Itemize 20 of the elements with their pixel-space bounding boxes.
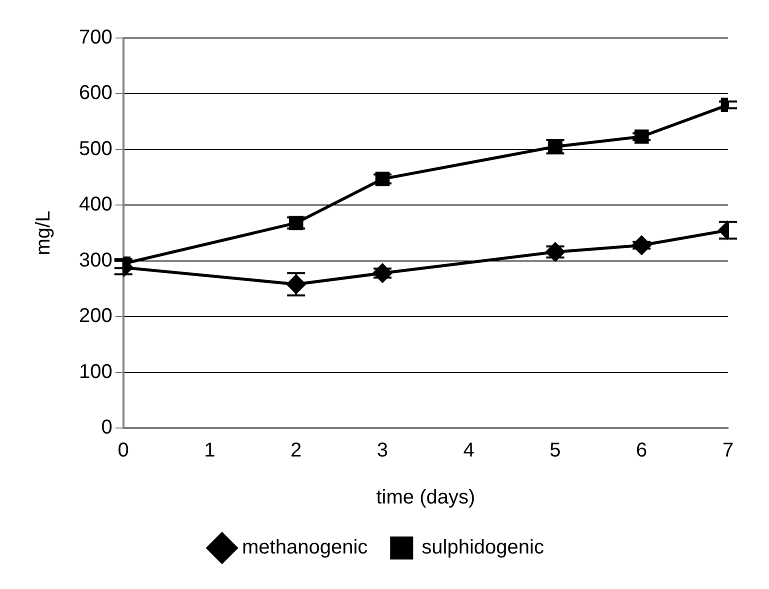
x-tick-label: 1: [204, 440, 216, 462]
x-tick-label: 3: [376, 440, 388, 462]
x-tick-label: 7: [722, 440, 734, 462]
y-tick-label: 600: [78, 82, 112, 104]
y-axis-title: mg/L: [32, 210, 55, 256]
x-tick-label: 2: [290, 440, 302, 462]
y-tick-label: 200: [78, 305, 112, 328]
x-tick-label: 6: [636, 440, 648, 462]
x-tick-label: 5: [550, 440, 561, 462]
x-tick-label: 4: [463, 440, 474, 462]
legend-label: methanogenic: [242, 536, 368, 559]
y-tick-label: 500: [78, 138, 112, 160]
y-tick-label: 0: [101, 416, 112, 439]
x-tick-label: 0: [118, 440, 129, 462]
y-tick-label: 100: [78, 360, 112, 383]
x-axis-title: time (days): [376, 486, 476, 509]
y-tick-label: 400: [78, 194, 112, 216]
y-tick-label: 700: [78, 26, 112, 49]
y-tick-label: 300: [78, 249, 112, 272]
legend-label: sulphidogenic: [422, 536, 544, 559]
